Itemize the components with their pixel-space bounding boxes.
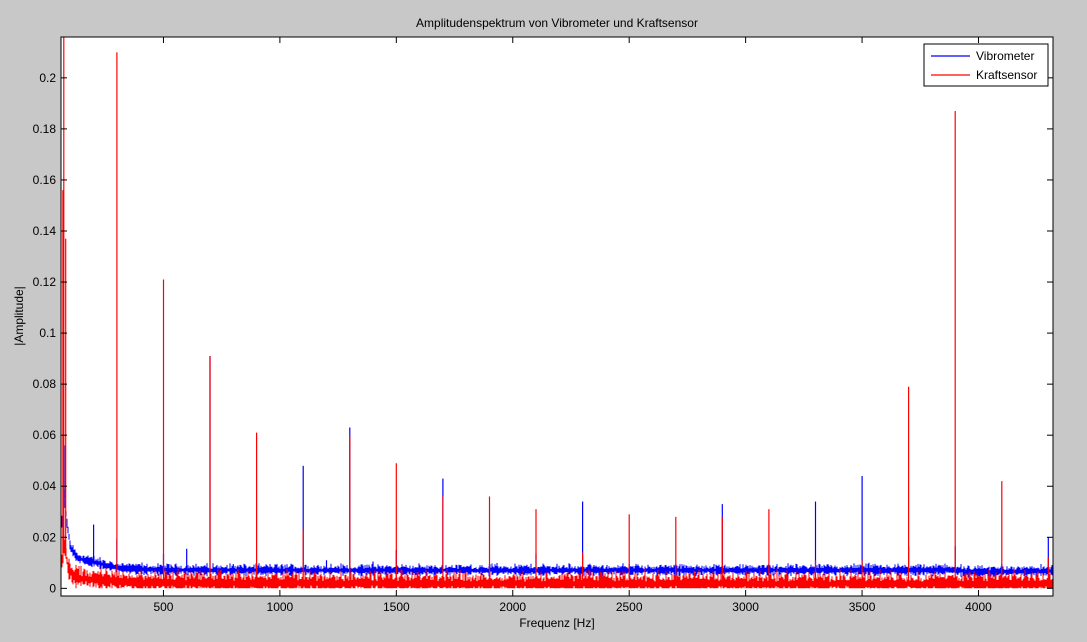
legend-label-vibrometer: Vibrometer [976,49,1034,63]
y-tick-label: 0.06 [33,428,57,442]
chart-title: Amplitudenspektrum von Vibrometer und Kr… [416,16,698,30]
y-tick-label: 0.1 [39,326,56,340]
axes-frame [60,36,1054,597]
x-tick-label: 500 [153,600,173,614]
x-tick-label: 4000 [965,600,992,614]
y-tick-label: 0 [49,581,56,595]
y-tick-label: 0.02 [33,530,57,544]
y-tick-label: 0.16 [33,173,57,187]
series-trace-kraftsensor [61,534,1053,589]
x-axis-label: Frequenz [Hz] [519,616,594,630]
x-tick-label: 2500 [616,600,643,614]
x-tick-label: 1500 [383,600,410,614]
series-kraftsensor [61,37,1053,589]
x-tick-label: 3500 [849,600,876,614]
y-axis-label: |Amplitude| [12,286,26,346]
x-tick-label: 2000 [499,600,526,614]
ticks [61,37,1053,596]
y-tick-label: 0.04 [33,479,57,493]
y-tick-label: 0.14 [33,224,57,238]
series-trace-vibrometer [61,489,1053,587]
x-tick-label: 3000 [732,600,759,614]
y-tick-label: 0.12 [33,275,57,289]
legend-label-kraftsensor: Kraftsensor [976,68,1037,82]
plot-lines [61,37,1053,589]
y-tick-label: 0.2 [39,71,56,85]
plot-area [61,37,1053,596]
tick-labels: 500 1000 1500 2000 2500 3000 3500 4000 0 0.02 0.04… [33,71,993,614]
legend: Vibrometer Kraftsensor [923,43,1049,87]
y-tick-label: 0.08 [33,377,57,391]
y-tick-label: 0.18 [33,122,57,136]
x-tick-label: 1000 [267,600,294,614]
legend-box [923,43,1049,87]
